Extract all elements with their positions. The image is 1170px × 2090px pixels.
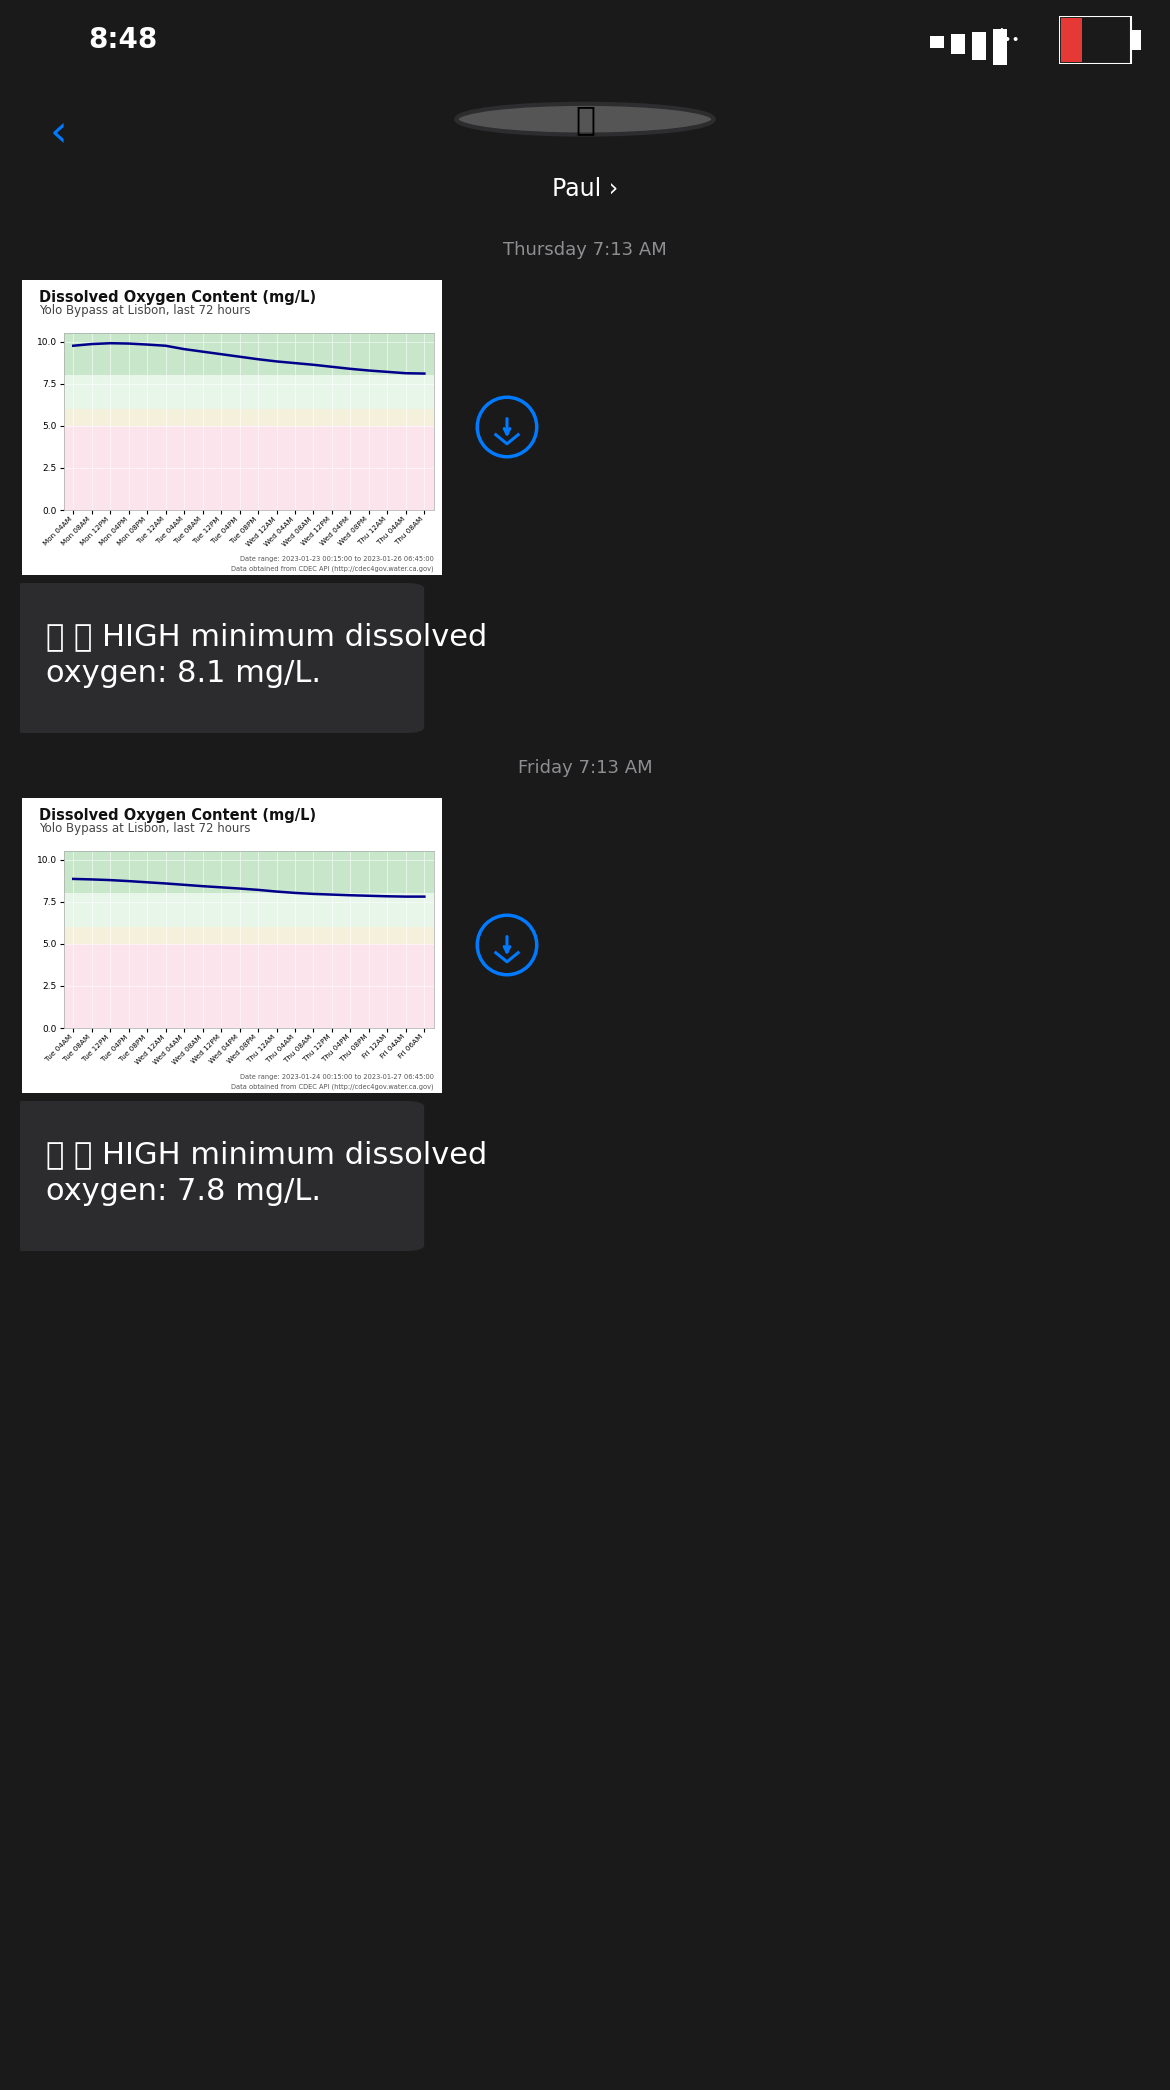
Text: Yolo Bypass at Lisbon, last 72 hours: Yolo Bypass at Lisbon, last 72 hours <box>39 821 250 834</box>
Text: •••: ••• <box>996 33 1021 46</box>
Bar <box>64 945 434 1028</box>
FancyBboxPatch shape <box>7 583 425 734</box>
Bar <box>64 410 434 426</box>
Text: ): ) <box>998 29 1007 48</box>
Circle shape <box>456 104 714 134</box>
Text: Paul ›: Paul › <box>552 178 618 201</box>
Bar <box>64 426 434 510</box>
Text: 🟢 🐟 HIGH minimum dissolved
oxygen: 7.8 mg/L.: 🟢 🐟 HIGH minimum dissolved oxygen: 7.8 m… <box>46 1139 487 1206</box>
Text: Data obtained from CDEC API (http://cdec4gov.water.ca.gov): Data obtained from CDEC API (http://cdec… <box>230 1083 434 1091</box>
Text: Date range: 2023-01-23 00:15:00 to 2023-01-26 06:45:00: Date range: 2023-01-23 00:15:00 to 2023-… <box>240 556 434 562</box>
Bar <box>972 31 986 61</box>
Text: Yolo Bypass at Lisbon, last 72 hours: Yolo Bypass at Lisbon, last 72 hours <box>39 303 250 316</box>
Text: Thursday 7:13 AM: Thursday 7:13 AM <box>503 240 667 259</box>
Text: 👤: 👤 <box>574 102 596 136</box>
Bar <box>64 332 434 376</box>
Text: Friday 7:13 AM: Friday 7:13 AM <box>517 759 653 777</box>
Bar <box>64 851 434 892</box>
Text: Date range: 2023-01-24 00:15:00 to 2023-01-27 06:45:00: Date range: 2023-01-24 00:15:00 to 2023-… <box>240 1074 434 1081</box>
FancyBboxPatch shape <box>7 1101 425 1252</box>
Bar <box>930 36 944 48</box>
FancyBboxPatch shape <box>18 278 446 579</box>
Text: ‹: ‹ <box>49 111 67 155</box>
Text: 8:48: 8:48 <box>88 25 157 54</box>
FancyBboxPatch shape <box>18 794 446 1095</box>
Text: Dissolved Oxygen Content (mg/L): Dissolved Oxygen Content (mg/L) <box>39 291 316 305</box>
Text: 🟢 🐟 HIGH minimum dissolved
oxygen: 8.1 mg/L.: 🟢 🐟 HIGH minimum dissolved oxygen: 8.1 m… <box>46 623 487 688</box>
Bar <box>993 29 1007 65</box>
Bar <box>64 892 434 928</box>
Bar <box>951 33 965 54</box>
Bar <box>64 928 434 945</box>
Text: Data obtained from CDEC API (http://cdec4gov.water.ca.gov): Data obtained from CDEC API (http://cdec… <box>230 566 434 573</box>
Text: Dissolved Oxygen Content (mg/L): Dissolved Oxygen Content (mg/L) <box>39 809 316 823</box>
Bar <box>64 376 434 410</box>
